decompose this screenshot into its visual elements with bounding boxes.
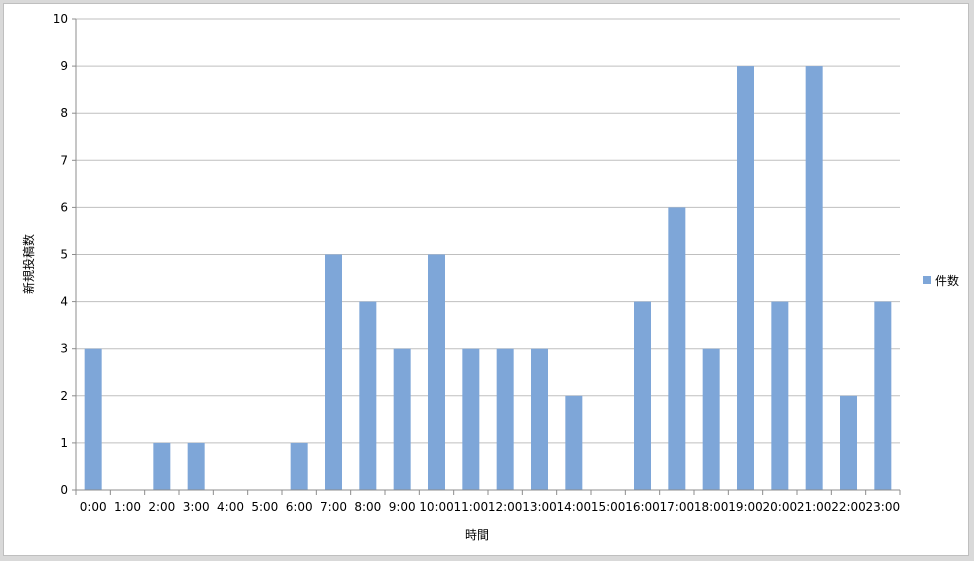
x-tick-label: 14:00 [557,500,592,514]
bar [428,254,445,490]
x-tick-label: 17:00 [660,500,695,514]
x-axis-title: 時間 [465,528,489,542]
bar [325,254,342,490]
x-tick-label: 11:00 [454,500,489,514]
x-tick-labels: 0:00 1:00 2:00 3:00 4:00 5:00 6:00 7:00 8:00 9:00… [80,500,900,514]
legend-swatch [923,276,931,284]
y-tick-label: 4 [60,295,68,309]
x-tick-label: 3:00 [183,500,210,514]
x-tick-label: 23:00 [866,500,901,514]
y-axis-title: 新規投稿数 [21,234,36,294]
y-tick-label: 0 [60,483,68,497]
bar [359,301,377,490]
bar [153,442,171,490]
x-tick-label: 22:00 [831,500,866,514]
x-tick-label: 8:00 [354,500,381,514]
bar [668,207,686,490]
x-tick-label: 7:00 [320,500,347,514]
x-tick-label: 13:00 [522,500,557,514]
bar [462,348,480,490]
x-tick-label: 5:00 [251,500,278,514]
y-tick-labels: 0 1 2 3 4 5 6 7 8 9 10 [53,12,68,497]
bar [565,395,583,490]
y-tick-label: 6 [60,200,68,214]
y-tick-label: 10 [53,12,68,26]
bar [737,66,754,490]
x-tick-label: 9:00 [389,500,416,514]
bar [634,301,651,490]
x-tick-label: 21:00 [797,500,832,514]
x-tick-label: 19:00 [728,500,763,514]
bar [874,301,892,490]
x-tick-label: 18:00 [694,500,729,514]
legend-label-series: 件数 [935,273,959,288]
y-tick-label: 8 [60,106,68,120]
x-tick-label: 16:00 [625,500,660,514]
gridlines [76,18,900,444]
x-tick-label: 1:00 [114,500,141,514]
y-tick-label: 1 [60,436,68,450]
x-tick-label: 15:00 [591,500,626,514]
x-tick-label: 4:00 [217,500,244,514]
bar-chart: 0 1 2 3 4 5 6 7 8 9 10 0:00 1:00 2:00 3:00 4:00 5:00 6:0… [21,12,959,542]
bars [84,66,892,490]
x-tick-label: 6:00 [286,500,313,514]
y-tick-label: 5 [60,248,68,262]
y-tick-label: 3 [60,342,68,356]
y-tick-label: 9 [60,59,68,73]
axes [72,18,901,495]
bar [771,301,789,490]
bar [702,348,720,490]
bar [840,395,857,490]
x-tick-label: 12:00 [488,500,523,514]
bar [496,348,514,490]
x-tick-label: 2:00 [148,500,175,514]
x-tick-label: 0:00 [80,500,107,514]
legend: 件数 [923,273,959,288]
x-tick-label: 20:00 [763,500,798,514]
bar [187,442,205,490]
bar [290,442,308,490]
y-tick-label: 2 [60,389,68,403]
bar [393,348,411,490]
bar [531,348,548,490]
bar [84,348,102,490]
chart-frame: 0 1 2 3 4 5 6 7 8 9 10 0:00 1:00 2:00 3:00 4:00 5:00 6:0… [3,3,969,556]
bar [805,66,823,490]
y-tick-label: 7 [60,153,68,167]
x-tick-label: 10:00 [419,500,454,514]
